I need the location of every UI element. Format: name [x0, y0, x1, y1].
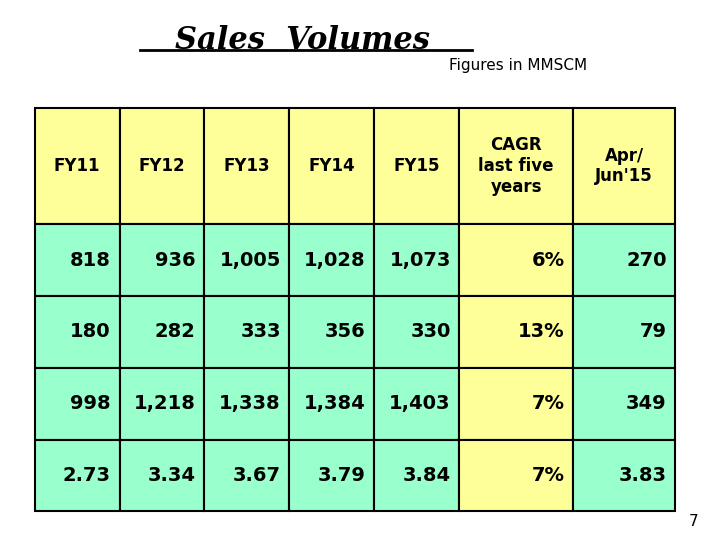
- Text: 1,338: 1,338: [219, 394, 281, 413]
- Text: Figures in MMSCM: Figures in MMSCM: [449, 58, 588, 73]
- Text: 1,073: 1,073: [390, 251, 451, 269]
- Text: FY14: FY14: [309, 157, 355, 175]
- Text: 1,384: 1,384: [304, 394, 366, 413]
- Text: 333: 333: [240, 322, 281, 341]
- Text: 3.34: 3.34: [148, 466, 196, 485]
- Text: 282: 282: [155, 322, 196, 341]
- Text: 356: 356: [325, 322, 366, 341]
- Text: 2.73: 2.73: [63, 466, 111, 485]
- Text: 13%: 13%: [518, 322, 564, 341]
- Text: FY13: FY13: [224, 157, 270, 175]
- Text: 6%: 6%: [531, 251, 564, 269]
- Text: FY12: FY12: [139, 157, 185, 175]
- Text: 936: 936: [156, 251, 196, 269]
- Text: 3.83: 3.83: [618, 466, 667, 485]
- Text: FY11: FY11: [54, 157, 100, 175]
- Text: 3.84: 3.84: [402, 466, 451, 485]
- Text: 7%: 7%: [531, 466, 564, 485]
- Text: 180: 180: [71, 322, 111, 341]
- Text: Apr/
Jun'15: Apr/ Jun'15: [595, 147, 653, 185]
- Text: 3.67: 3.67: [233, 466, 281, 485]
- Text: 998: 998: [71, 394, 111, 413]
- Text: 7%: 7%: [531, 394, 564, 413]
- Text: 1,218: 1,218: [134, 394, 196, 413]
- Text: 3.79: 3.79: [318, 466, 366, 485]
- Text: 7: 7: [689, 514, 698, 529]
- Text: 818: 818: [70, 251, 111, 269]
- Text: 270: 270: [626, 251, 667, 269]
- Text: 349: 349: [626, 394, 667, 413]
- Text: Sales  Volumes: Sales Volumes: [175, 25, 430, 56]
- Text: 1,005: 1,005: [220, 251, 281, 269]
- Text: 1,403: 1,403: [390, 394, 451, 413]
- Text: FY15: FY15: [394, 157, 440, 175]
- Text: 79: 79: [640, 322, 667, 341]
- Text: 330: 330: [410, 322, 451, 341]
- Text: 1,028: 1,028: [304, 251, 366, 269]
- Text: CAGR
last five
years: CAGR last five years: [479, 136, 554, 196]
